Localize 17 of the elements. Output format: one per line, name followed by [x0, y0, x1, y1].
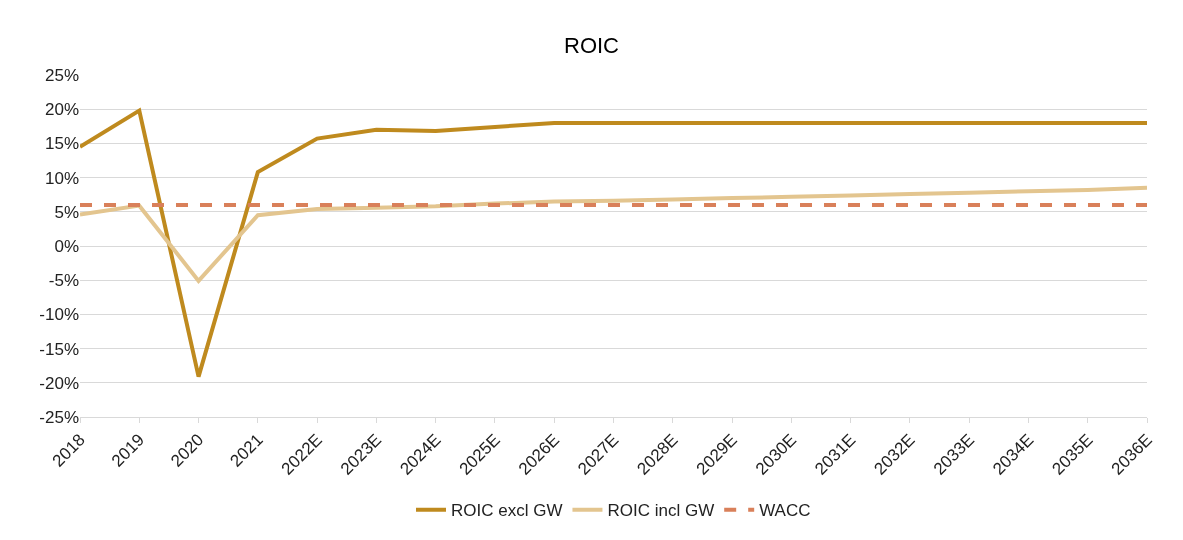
legend-label: ROIC excl GW	[451, 501, 563, 521]
y-tick-label: 0%	[54, 236, 79, 256]
y-tick-label: -15%	[39, 339, 79, 359]
y-tick-label: 20%	[44, 100, 79, 120]
y-tick-label: 25%	[44, 65, 79, 85]
line-series	[80, 185, 1147, 283]
line-series	[80, 108, 1147, 379]
y-tick-label: -5%	[48, 271, 79, 291]
y-tick-label: -25%	[39, 407, 79, 427]
y-tick-label: 10%	[44, 168, 79, 188]
y-tick-label: -10%	[39, 305, 79, 325]
y-tick-label: -20%	[39, 373, 79, 393]
legend-label: WACC	[759, 501, 811, 521]
y-tick-label: 5%	[54, 202, 79, 222]
legend-label: ROIC incl GW	[607, 501, 715, 521]
chart-title: ROIC	[564, 33, 620, 59]
y-tick-label: 15%	[44, 134, 79, 154]
